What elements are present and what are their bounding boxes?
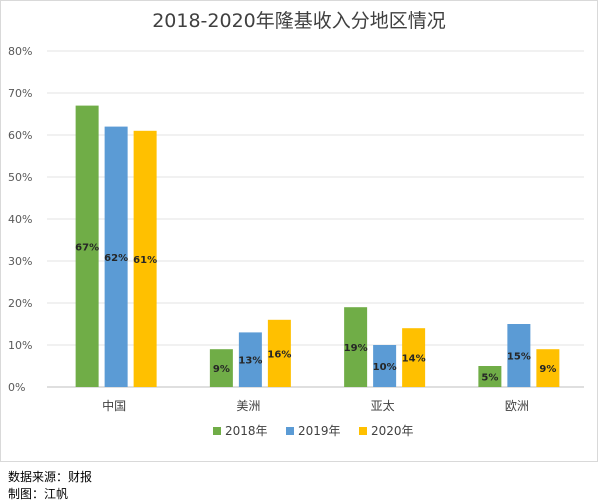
bar <box>209 349 233 387</box>
x-tick-label: 欧洲 <box>505 399 529 413</box>
legend-swatch <box>359 427 367 435</box>
y-tick-label: 10% <box>8 339 32 352</box>
bar <box>402 328 426 387</box>
data-label: 61% <box>133 255 157 266</box>
x-tick-label: 亚太 <box>371 398 395 413</box>
x-tick-label: 美洲 <box>236 399 260 413</box>
data-label: 67% <box>75 242 99 253</box>
data-label: 5% <box>481 373 498 384</box>
bar <box>344 307 368 387</box>
y-tick-label: 60% <box>8 129 32 142</box>
data-source-note: 数据来源：财报 <box>8 470 93 484</box>
data-label: 14% <box>402 354 426 365</box>
data-label: 16% <box>267 349 291 360</box>
data-label: 9% <box>539 364 556 375</box>
legend-label: 2018年 <box>225 424 268 438</box>
y-tick-label: 70% <box>8 87 32 100</box>
bar <box>373 345 397 387</box>
data-label: 62% <box>104 253 128 264</box>
y-tick-label: 0% <box>8 381 25 394</box>
bar <box>238 332 262 387</box>
legend-swatch <box>213 427 221 435</box>
data-label: 9% <box>213 364 230 375</box>
y-tick-label: 80% <box>8 45 32 58</box>
bar <box>75 105 99 387</box>
data-label: 13% <box>238 356 262 367</box>
legend-swatch <box>286 427 294 435</box>
data-label: 19% <box>344 343 368 354</box>
bar <box>133 130 157 388</box>
y-tick-label: 20% <box>8 297 32 310</box>
x-tick-label: 中国 <box>102 398 126 413</box>
bar <box>536 349 560 387</box>
y-tick-label: 30% <box>8 255 32 268</box>
legend-label: 2019年 <box>298 424 341 438</box>
legend-label: 2020年 <box>371 424 414 438</box>
bar <box>478 366 502 387</box>
data-label: 10% <box>373 362 397 373</box>
y-tick-label: 40% <box>8 213 32 226</box>
chart-author-note: 制图：江帆 <box>8 487 69 501</box>
data-label: 15% <box>507 352 531 363</box>
bar-chart: 0% 10% 20% 30% 40% 50% 60% 70% 80% 67% 62% 61% 中国 9% 1… <box>8 45 584 438</box>
bar <box>267 319 291 387</box>
y-tick-label: 50% <box>8 171 32 184</box>
chart-frame <box>0 0 598 462</box>
chart-title: 2018-2020年隆基收入分地区情况 <box>152 10 446 32</box>
bar <box>507 324 531 387</box>
bar <box>104 126 128 387</box>
